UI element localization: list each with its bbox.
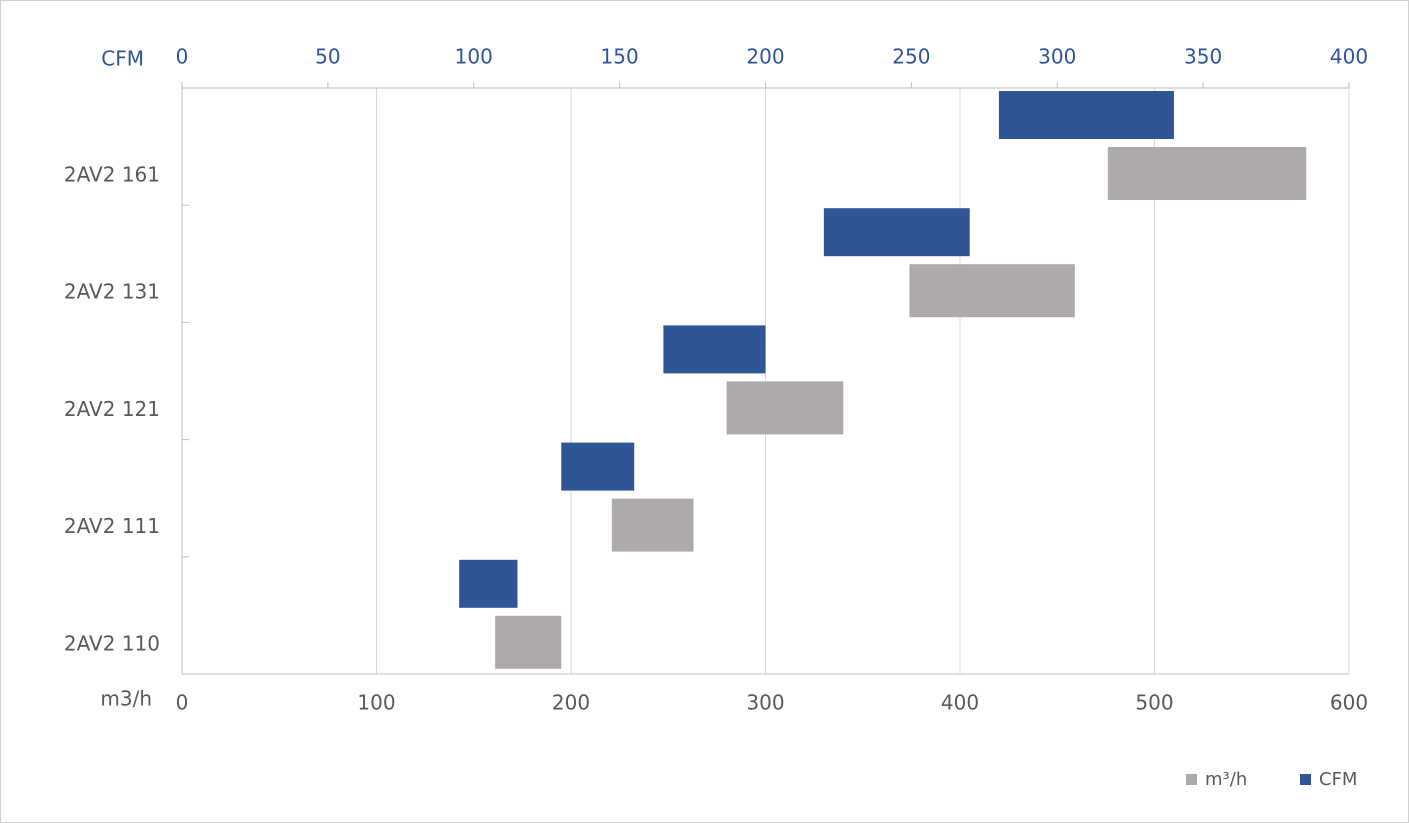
y-tick-label: 2AV2 111 — [64, 514, 160, 538]
y-tick-label: 2AV2 161 — [64, 163, 160, 187]
x-tick-label: 400 — [941, 691, 979, 715]
x-tick-label: 600 — [1330, 691, 1368, 715]
x2-tick-label: 300 — [1038, 45, 1076, 69]
bar — [823, 208, 970, 257]
x2-tick-label: 250 — [892, 45, 930, 69]
y-tick-label: 2AV2 110 — [64, 631, 160, 655]
x-tick-label: 500 — [1135, 691, 1173, 715]
x2-tick-label: 350 — [1184, 45, 1222, 69]
bar — [726, 381, 844, 435]
x-tick-label: 100 — [357, 691, 395, 715]
x2-tick-label: 400 — [1330, 45, 1368, 69]
x-tick-label: 300 — [746, 691, 784, 715]
bar — [611, 498, 694, 552]
x2-tick-label: 0 — [176, 45, 189, 69]
x2-tick-label: 100 — [455, 45, 493, 69]
bar — [459, 559, 518, 608]
bar — [909, 264, 1075, 318]
legend-label: CFM — [1319, 769, 1357, 790]
legend-swatch — [1186, 774, 1197, 785]
x2-axis-label: CFM — [101, 47, 144, 71]
y-tick-label: 2AV2 131 — [64, 280, 160, 304]
x2-tick-label: 150 — [601, 45, 639, 69]
bar — [1107, 147, 1307, 200]
x2-tick-label: 50 — [315, 45, 340, 69]
bar — [495, 615, 562, 669]
x-tick-label: 200 — [552, 691, 590, 715]
y-tick-label: 2AV2 121 — [64, 397, 160, 421]
x2-tick-label: 200 — [746, 45, 784, 69]
legend-swatch — [1300, 774, 1311, 785]
bar — [998, 91, 1174, 139]
legend-label: m³/h — [1205, 769, 1247, 790]
x-axis-label: m3/h — [100, 687, 152, 711]
bar — [663, 325, 766, 374]
bar — [561, 442, 635, 491]
x-tick-label: 0 — [176, 691, 189, 715]
